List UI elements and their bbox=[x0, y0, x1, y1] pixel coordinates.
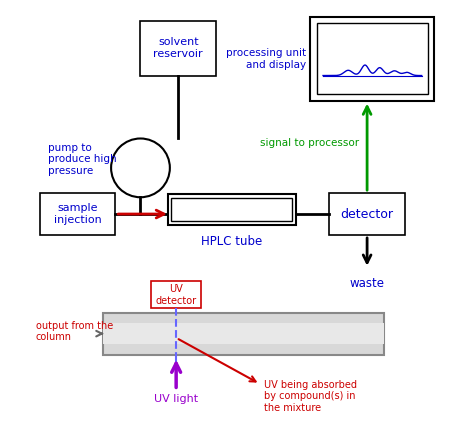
Bar bbox=[140, 21, 216, 76]
Bar bbox=[168, 194, 296, 225]
Text: processing unit
and display: processing unit and display bbox=[226, 48, 306, 70]
Bar bbox=[151, 281, 201, 308]
Bar bbox=[103, 323, 384, 344]
Text: UV being absorbed
by compound(s) in
the mixture: UV being absorbed by compound(s) in the … bbox=[264, 380, 357, 413]
Text: UV
detector: UV detector bbox=[155, 284, 197, 306]
Circle shape bbox=[111, 138, 170, 197]
Bar bbox=[103, 313, 384, 354]
Bar bbox=[40, 193, 115, 235]
Bar bbox=[310, 17, 434, 101]
Text: output from the
column: output from the column bbox=[36, 321, 113, 342]
Text: solvent
reservoir: solvent reservoir bbox=[154, 38, 203, 59]
Text: detector: detector bbox=[341, 208, 393, 221]
Text: signal to processor: signal to processor bbox=[260, 138, 359, 148]
Text: UV light: UV light bbox=[154, 395, 198, 405]
Text: waste: waste bbox=[350, 277, 384, 290]
Text: sample
injection: sample injection bbox=[54, 203, 101, 225]
Bar bbox=[317, 23, 428, 95]
Text: HPLC tube: HPLC tube bbox=[201, 235, 263, 248]
Bar bbox=[329, 193, 405, 235]
Bar bbox=[171, 197, 292, 221]
Text: pump to
produce high
pressure: pump to produce high pressure bbox=[48, 143, 117, 176]
